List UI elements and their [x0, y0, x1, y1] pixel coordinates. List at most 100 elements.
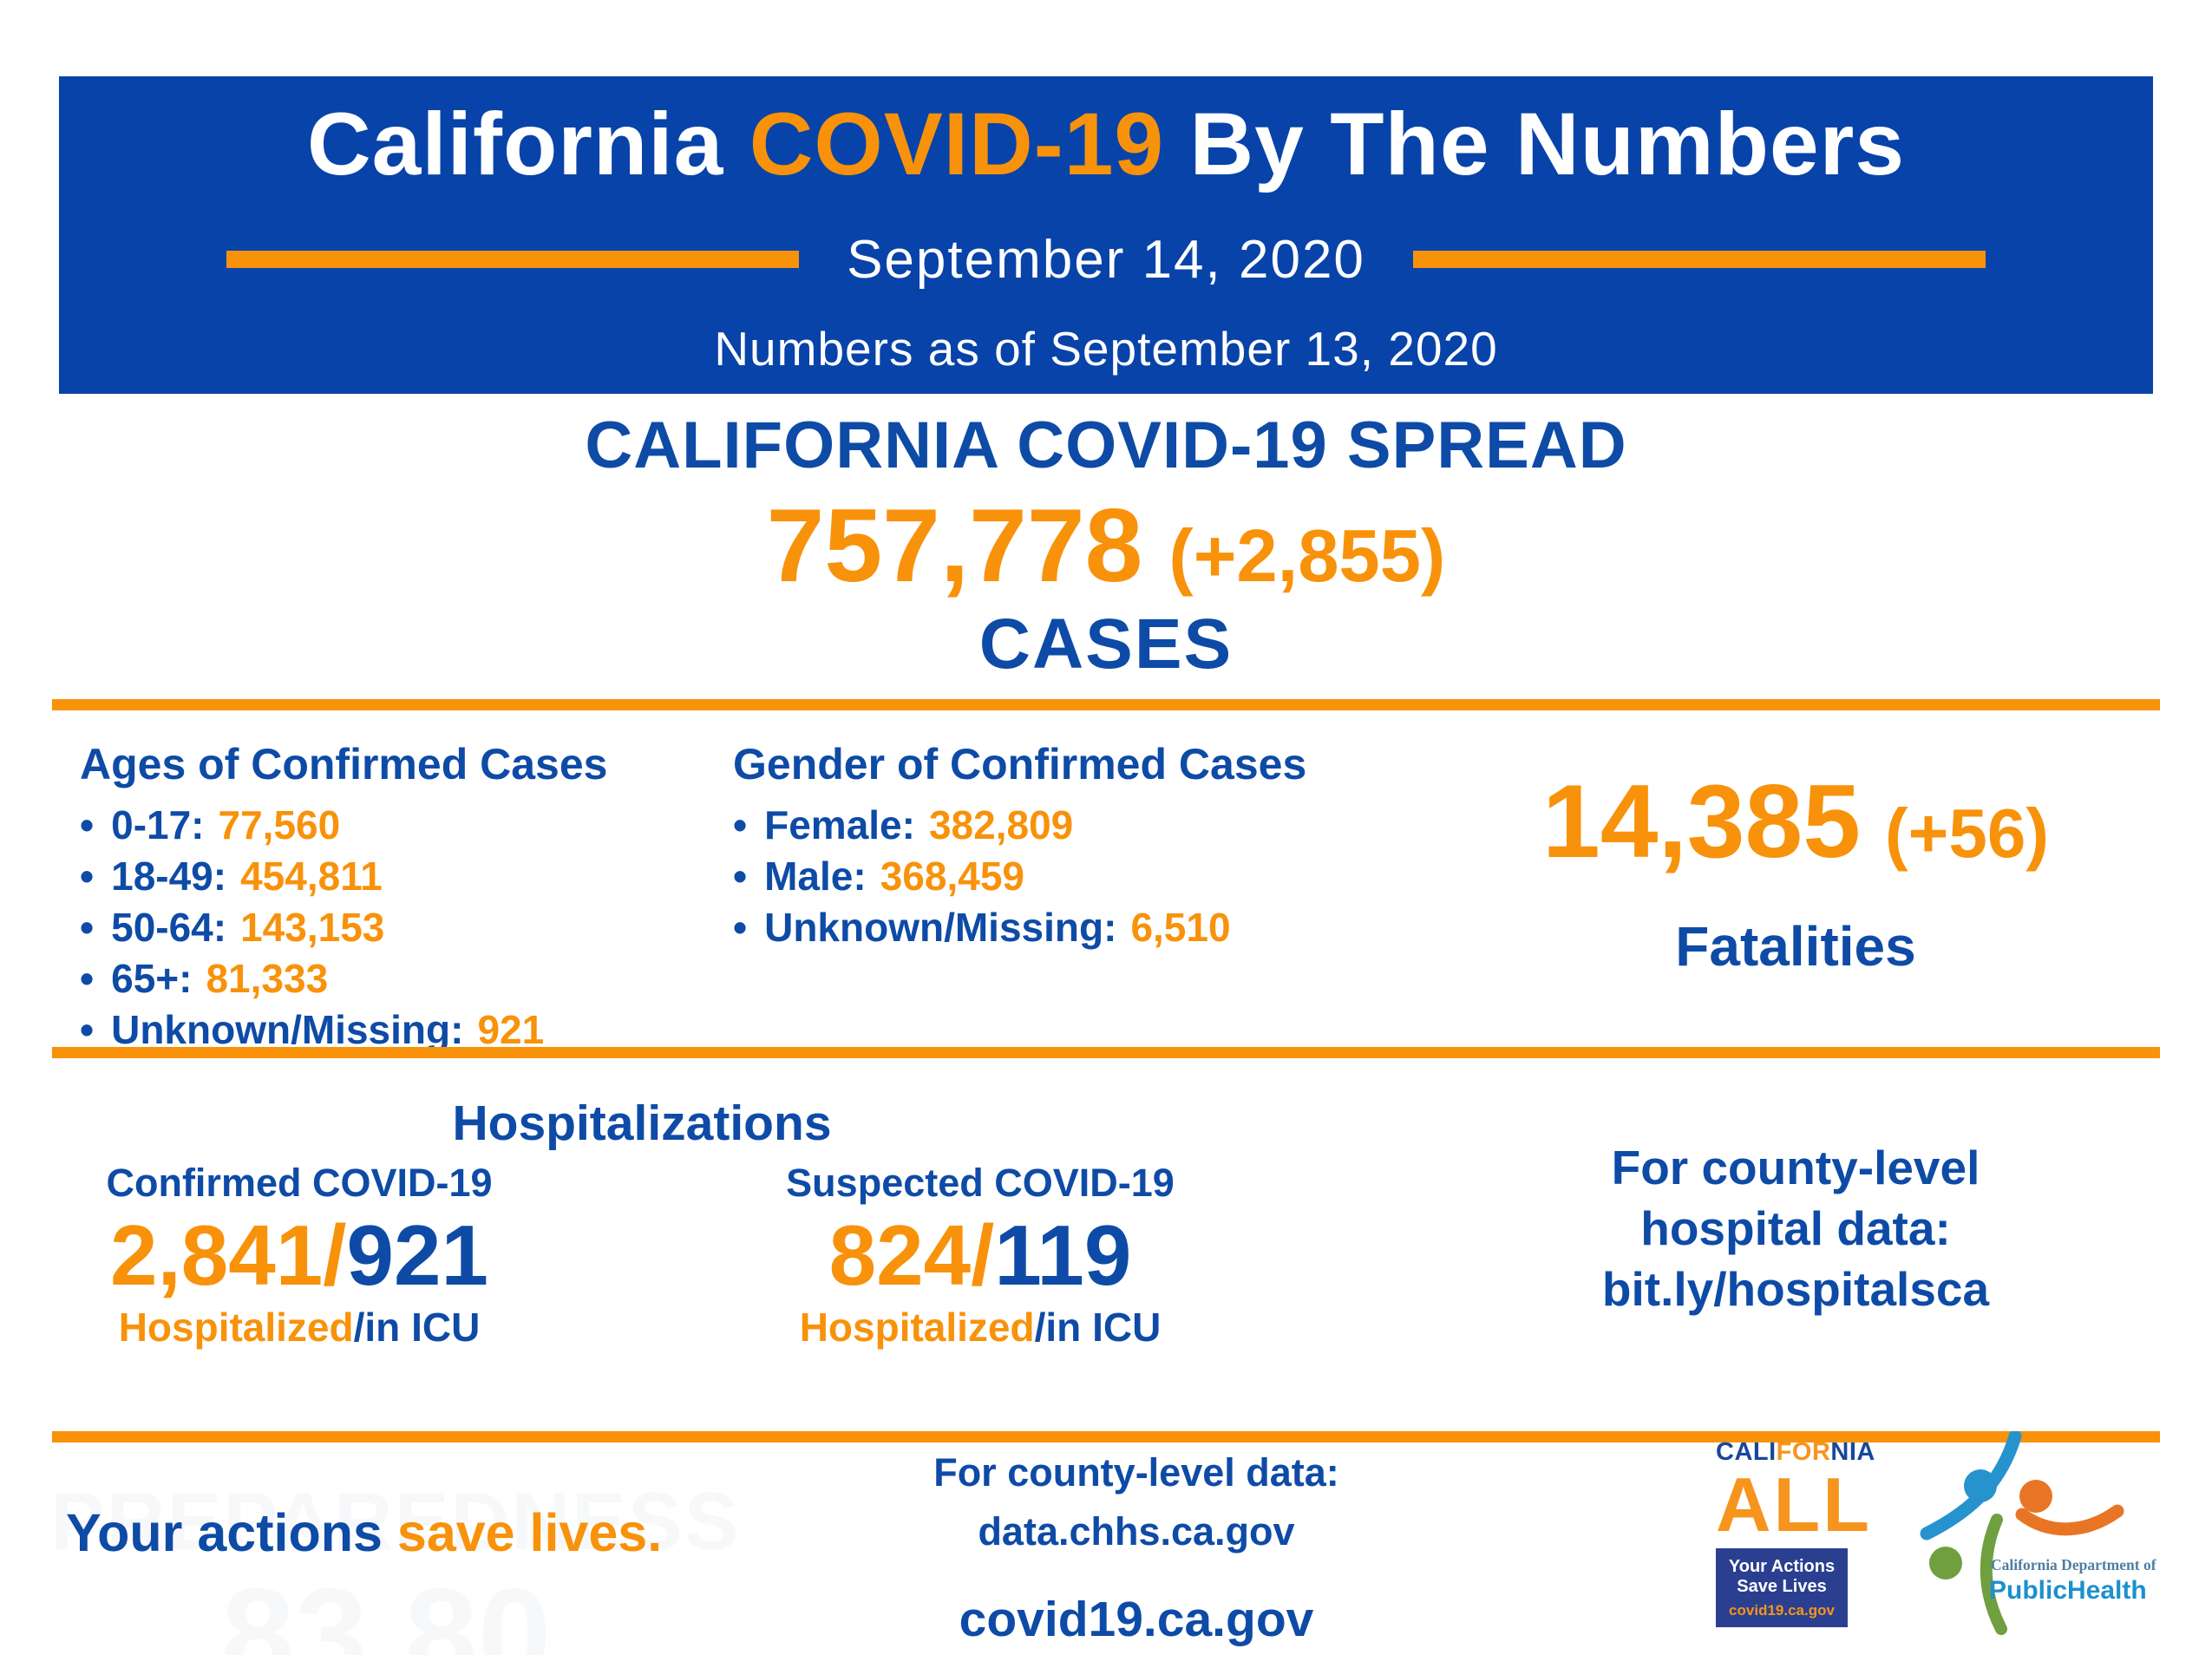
footer-links: For county-level data: data.chhs.ca.gov …: [911, 1450, 1362, 1648]
california-all-wordmark: CALIFORNIA: [1716, 1438, 1875, 1467]
cdph-figures-icon: [1920, 1431, 2124, 1635]
cases-total: 757,778: [766, 487, 1143, 604]
title-by-the-numbers: By The Numbers: [1164, 95, 1906, 193]
spread-heading: CALIFORNIA COVID-19 SPREAD: [585, 409, 1627, 482]
title-california: California: [306, 95, 749, 193]
gender-label: Male:: [764, 854, 867, 899]
hospitalized-label: Hospitalized: [118, 1304, 354, 1350]
cdph-dept-text: California Department of: [1991, 1556, 2156, 1573]
cali-text: CALI: [1716, 1438, 1777, 1466]
gender-label: Unknown/Missing:: [764, 905, 1117, 950]
age-label: 65+:: [111, 956, 193, 1001]
age-value: 77,560: [218, 802, 341, 847]
bullet-icon: •: [733, 854, 748, 899]
suspected-numbers: 824/119: [746, 1211, 1214, 1300]
suspected-hospitalized-count: 824/: [828, 1207, 995, 1303]
fatalities-count: 14,385 (+56): [1431, 762, 2160, 881]
confirmed-hospitalized-count: 2,841/: [110, 1207, 347, 1303]
bullet-icon: •: [733, 802, 748, 847]
bullet-icon: •: [80, 1007, 95, 1052]
page-title: California COVID-19 By The Numbers: [59, 94, 2153, 195]
divider-top: [52, 699, 2160, 710]
fatalities-total: 14,385: [1541, 763, 1862, 880]
watermark-preparedness: PREPAREDNESS: [50, 1475, 741, 1567]
county-hospital-data-note: For county-level hospital data: bit.ly/h…: [1518, 1138, 2073, 1320]
gender-value: 6,510: [1130, 905, 1231, 950]
title-covid19: COVID-19: [749, 95, 1165, 193]
cdph-name-text: PublicHealth: [1989, 1576, 2147, 1605]
age-value: 454,811: [240, 854, 383, 899]
county-data-link: data.chhs.ca.gov: [978, 1509, 1295, 1554]
confirmed-caption: Hospitalized/in ICU: [65, 1304, 533, 1351]
cdph-logo: California Department of PublicHealth: [1920, 1431, 2156, 1635]
actions-tagline: Your actions save lives.: [66, 1502, 662, 1563]
for-text: FOR: [1776, 1438, 1831, 1466]
total-cases-count: 757,778 (+2,855): [0, 486, 2212, 605]
save-lives-text: Save Lives: [1737, 1576, 1827, 1596]
tagline-orange: save lives.: [396, 1503, 663, 1562]
nia-text: NIA: [1830, 1438, 1875, 1466]
fatalities-section: 14,385 (+56) Fatalities: [1431, 762, 2160, 978]
gender-label: Female:: [764, 802, 915, 847]
suspected-hospitalizations: Suspected COVID-19 824/119 Hospitalized/…: [746, 1161, 1214, 1351]
bullet-icon: •: [80, 956, 95, 1001]
suspected-title: Suspected COVID-19: [786, 1161, 1175, 1205]
header-banner: California COVID-19 By The Numbers Septe…: [59, 76, 2153, 394]
all-text: ALL: [1716, 1462, 1873, 1547]
county-data-caption: For county-level data:: [933, 1450, 1339, 1495]
save-lives-box: Your Actions Save Lives covid19.ca.gov: [1716, 1547, 1848, 1627]
divider-bottom: [52, 1431, 2160, 1442]
your-actions-text: Your Actions: [1728, 1556, 1836, 1576]
date-row: September 14, 2020: [59, 229, 2153, 290]
age-value: 81,333: [206, 956, 329, 1001]
bullet-icon: •: [80, 802, 95, 847]
confirmed-icu-count: 921: [346, 1207, 488, 1303]
gender-item: • Female: 382,809: [733, 805, 1427, 845]
age-item: • 65+: 81,333: [80, 958, 704, 998]
hospitalizations-heading: Hospitalizations: [452, 1096, 832, 1151]
date-underline-right: [1412, 251, 1986, 268]
watermark-number: 83,80: [221, 1561, 552, 1655]
age-label: Unknown/Missing:: [111, 1007, 464, 1052]
suspected-icu-count: 119: [994, 1207, 1132, 1303]
date-underline-left: [226, 251, 800, 268]
age-item: • 50-64: 143,153: [80, 907, 704, 947]
confirmed-numbers: 2,841/921: [65, 1211, 533, 1300]
age-value: 921: [477, 1007, 545, 1052]
age-item: • 18-49: 454,811: [80, 856, 704, 896]
california-all-logo: CALIFORNIA ALL Your Actions Save Lives c…: [1716, 1438, 1875, 1627]
ages-section: Ages of Confirmed Cases • 0-17: 77,560 • 18…: [80, 739, 704, 1061]
county-hospital-data-link: bit.ly/hospitalsca: [1601, 1261, 1990, 1316]
gender-item: • Unknown/Missing: 6,510: [733, 907, 1427, 947]
gender-item: • Male: 368,459: [733, 856, 1427, 896]
bullet-icon: •: [733, 905, 748, 950]
gender-section: Gender of Confirmed Cases • Female: 382,80…: [733, 739, 1427, 958]
icu-label: /in ICU: [353, 1304, 481, 1350]
bullet-icon: •: [80, 905, 95, 950]
report-date: September 14, 2020: [847, 229, 1365, 290]
bullet-icon: •: [80, 854, 95, 899]
data-as-of-date: Numbers as of September 13, 2020: [714, 322, 1498, 376]
ages-heading: Ages of Confirmed Cases: [80, 740, 608, 788]
age-value: 143,153: [240, 905, 385, 950]
suspected-caption: Hospitalized/in ICU: [746, 1304, 1214, 1351]
age-label: 50-64:: [111, 905, 227, 950]
covid19-site-small: covid19.ca.gov: [1729, 1601, 1835, 1619]
tagline-blue: Your actions: [66, 1503, 397, 1562]
cases-label: CASES: [978, 605, 1234, 684]
hospitalized-label: Hospitalized: [799, 1304, 1035, 1350]
age-item: • 0-17: 77,560: [80, 805, 704, 845]
age-label: 0-17:: [111, 802, 205, 847]
gender-value: 382,809: [928, 802, 1074, 847]
fatalities-delta: (+56): [1885, 795, 2049, 872]
county-note-line2: hospital data:: [1640, 1200, 1951, 1255]
county-note-line1: For county-level: [1611, 1141, 1980, 1194]
gender-value: 368,459: [880, 854, 1024, 899]
cases-delta: (+2,855): [1168, 515, 1446, 598]
confirmed-title: Confirmed COVID-19: [106, 1161, 493, 1205]
fatalities-label: Fatalities: [1675, 915, 1916, 978]
icu-label: /in ICU: [1034, 1304, 1162, 1350]
divider-middle: [52, 1047, 2160, 1058]
covid19-site-link: covid19.ca.gov: [959, 1592, 1314, 1647]
